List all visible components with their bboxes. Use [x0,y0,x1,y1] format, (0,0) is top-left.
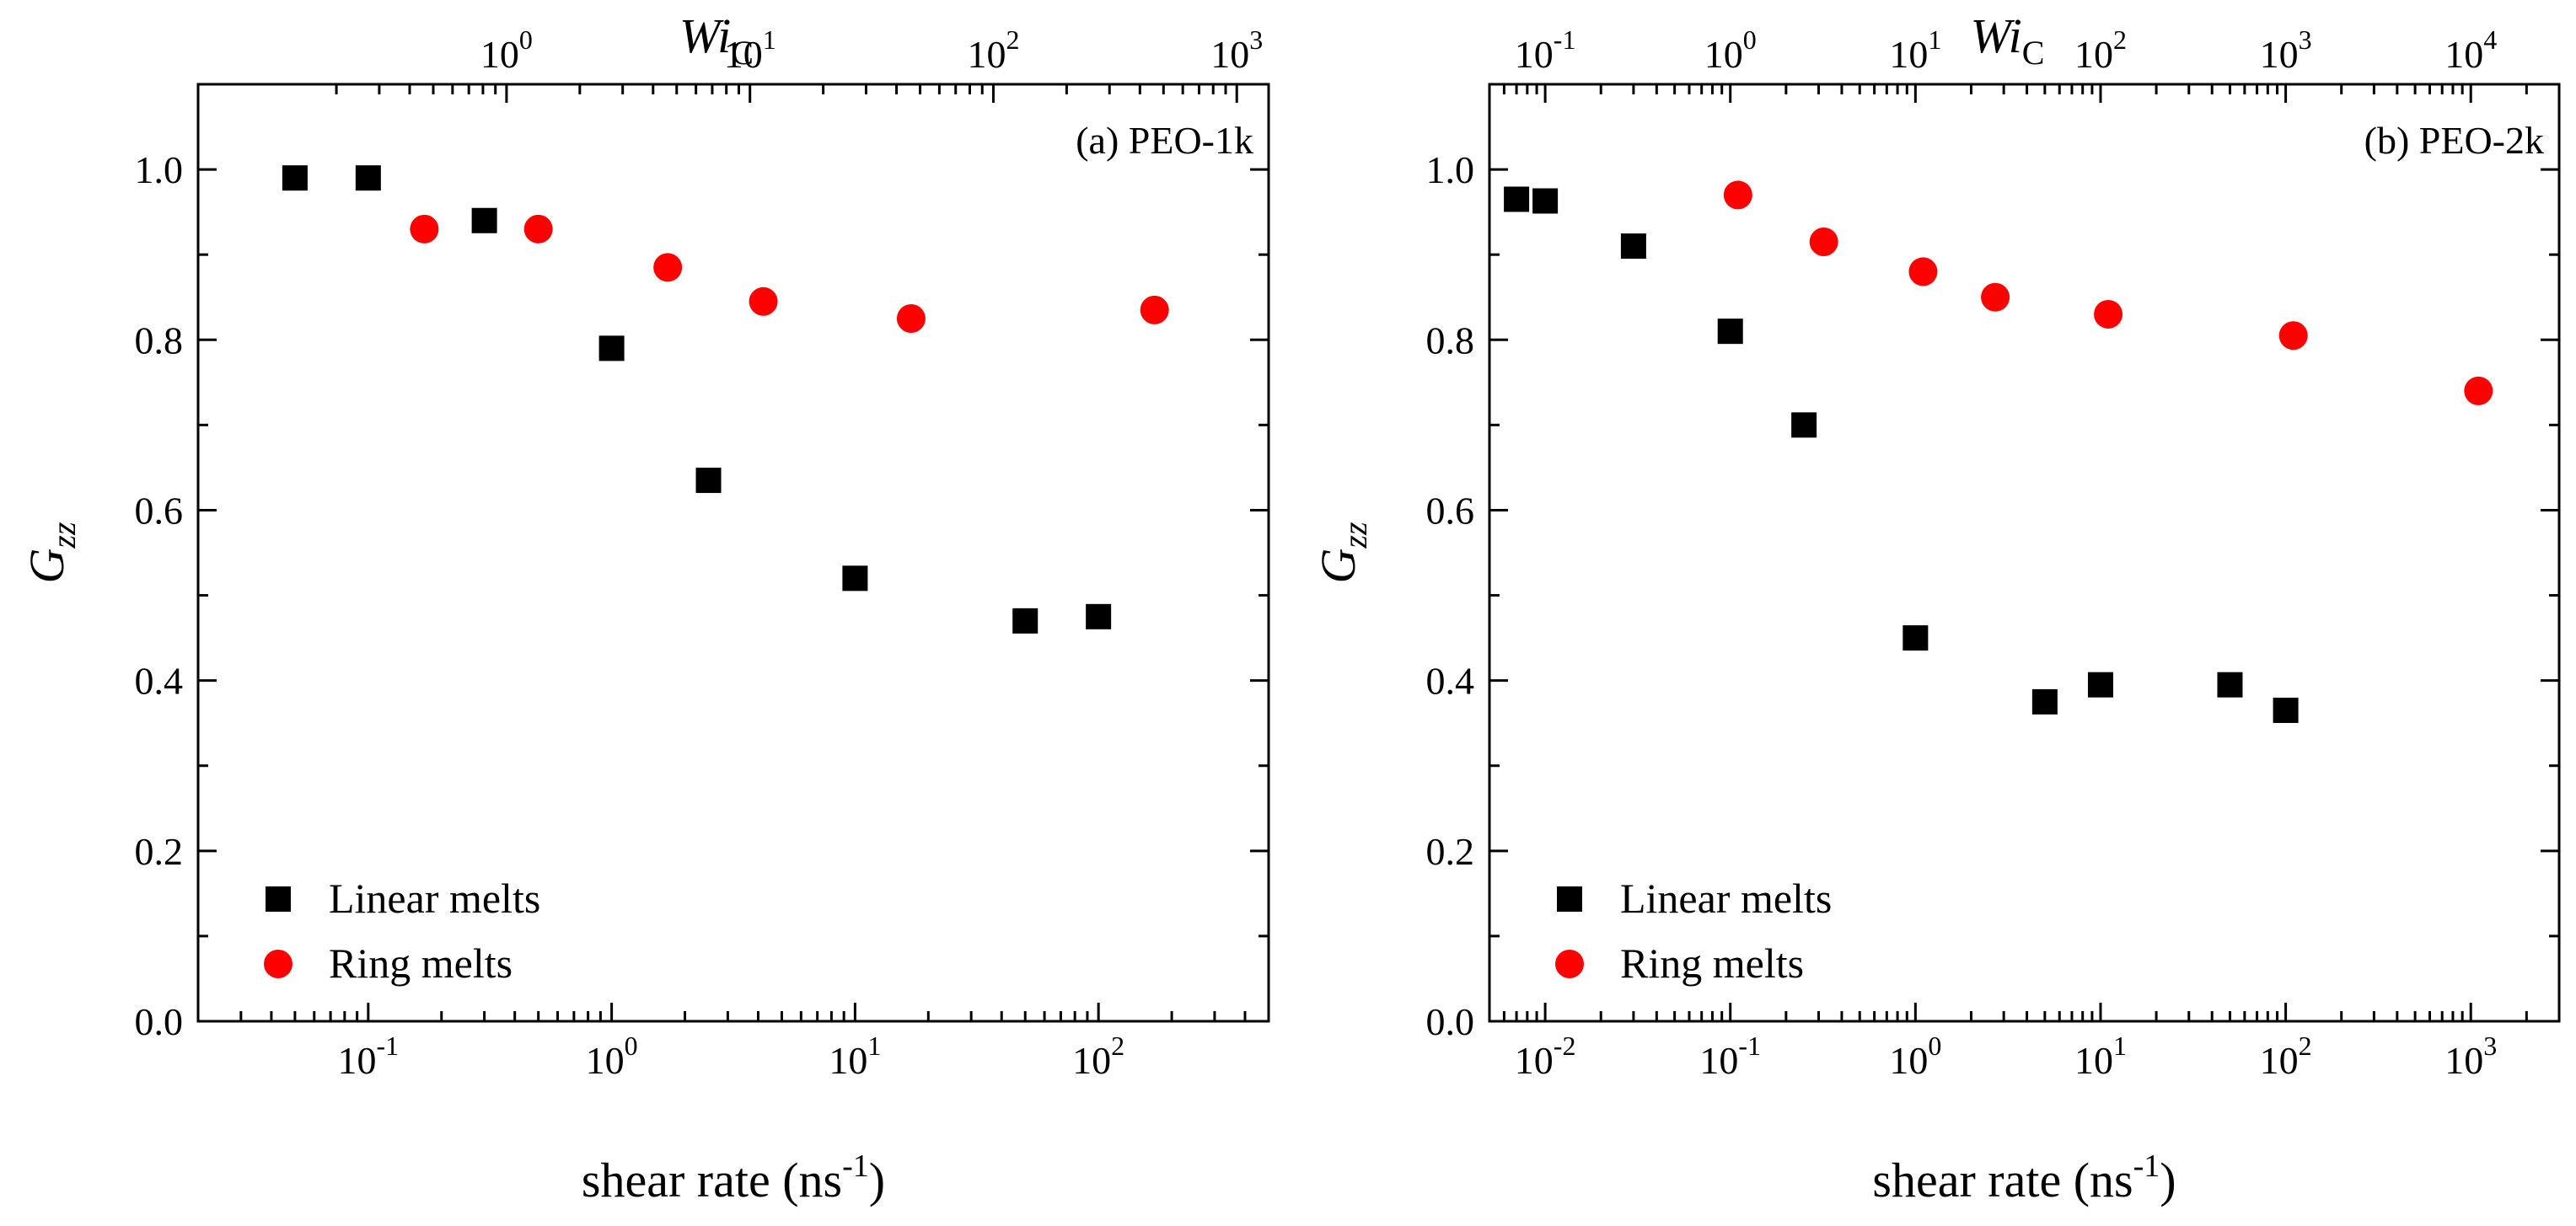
y-tick-label: 0.2 [135,830,184,873]
data-point-linear [2273,698,2299,724]
data-point-ring [2464,376,2493,405]
data-point-ring [1723,180,1752,210]
data-point-linear [842,565,868,592]
y-tick-label: 1.0 [1426,148,1475,191]
data-point-linear [1012,608,1038,634]
data-point-linear [471,207,497,233]
data-point-ring [410,214,439,244]
y-tick-label: 0.8 [135,319,184,361]
data-point-linear [2031,688,2058,715]
top-tick-label: 104 [2445,24,2497,76]
y-tick-label: 0.0 [1426,1000,1475,1043]
legend-label: Ring melts [1620,940,1804,987]
legend-label: Ring melts [329,940,513,987]
legend-marker-linear [1557,886,1582,912]
top-tick-label: 100 [480,24,533,76]
y-tick-label: 0.4 [135,660,184,703]
panel-label: (a) PEO-1k [1076,119,1253,162]
top-tick-label: 101 [724,24,776,76]
legend-label: Linear melts [329,875,540,922]
x-tick-label: 103 [2445,1031,2497,1082]
top-axis-title: WiC [1971,8,2045,72]
data-point-ring [653,253,683,282]
x-tick-label: 102 [1072,1031,1124,1082]
legend-marker-linear [266,886,291,912]
data-point-ring [896,304,926,333]
data-point-linear [1532,188,1559,214]
top-tick-label: 100 [1704,24,1757,76]
top-tick-label: 102 [967,24,1019,76]
panel-label: (b) PEO-2k [2364,119,2544,162]
top-tick-label: 103 [2260,24,2312,76]
data-point-ring [749,286,778,316]
y-tick-label: 0.0 [135,1000,184,1043]
data-point-linear [355,165,381,191]
data-point-ring [1981,282,2010,312]
legend-marker-ring [264,950,292,978]
y-tick-label: 0.6 [135,489,184,532]
top-tick-label: 101 [1889,24,1941,76]
data-point-linear [695,468,722,494]
data-point-linear [1717,319,1743,345]
data-point-linear [1086,603,1112,629]
plot-frame-0 [196,83,1270,1023]
data-point-ring [2278,321,2308,351]
y-tick-label: 0.2 [1426,830,1475,873]
top-tick-label: 103 [1210,24,1263,76]
plot-frame-1 [1488,83,2561,1023]
x-tick-label: 101 [829,1031,881,1082]
x-axis-title: shear rate (ns-1) [1872,1148,2176,1207]
y-tick-label: 0.6 [1426,489,1475,532]
data-point-linear [1791,412,1817,438]
data-point-linear [1902,625,1929,651]
x-tick-label: 101 [2074,1031,2127,1082]
top-tick-label: 10-1 [1515,24,1576,76]
top-tick-label: 102 [2074,24,2127,76]
data-point-linear [1620,233,1646,260]
data-point-ring [1140,295,1169,324]
y-axis-title: Gzz [1311,522,1374,583]
x-tick-label: 10-2 [1515,1031,1576,1082]
data-point-linear [2217,672,2243,698]
y-axis-title: Gzz [19,522,83,583]
data-point-ring [1809,228,1838,257]
y-tick-label: 0.8 [1426,319,1475,361]
data-point-ring [523,214,553,244]
data-point-ring [2094,299,2123,329]
x-tick-label: 10-1 [338,1031,400,1082]
x-tick-label: 100 [586,1031,638,1082]
x-tick-label: 100 [1889,1031,1941,1082]
x-tick-label: 10-1 [1699,1031,1761,1082]
data-point-linear [2087,672,2113,698]
data-point-ring [1908,257,1938,286]
x-tick-label: 102 [2260,1031,2312,1082]
top-axis-title: WiC [679,8,754,72]
data-point-linear [282,165,308,191]
legend-marker-ring [1555,950,1584,978]
x-axis-title: shear rate (ns-1) [582,1148,885,1207]
legend-label: Linear melts [1620,875,1832,922]
data-point-linear [598,335,625,361]
y-tick-label: 0.4 [1426,660,1475,703]
y-tick-label: 1.0 [135,148,184,191]
data-point-linear [1504,186,1530,212]
